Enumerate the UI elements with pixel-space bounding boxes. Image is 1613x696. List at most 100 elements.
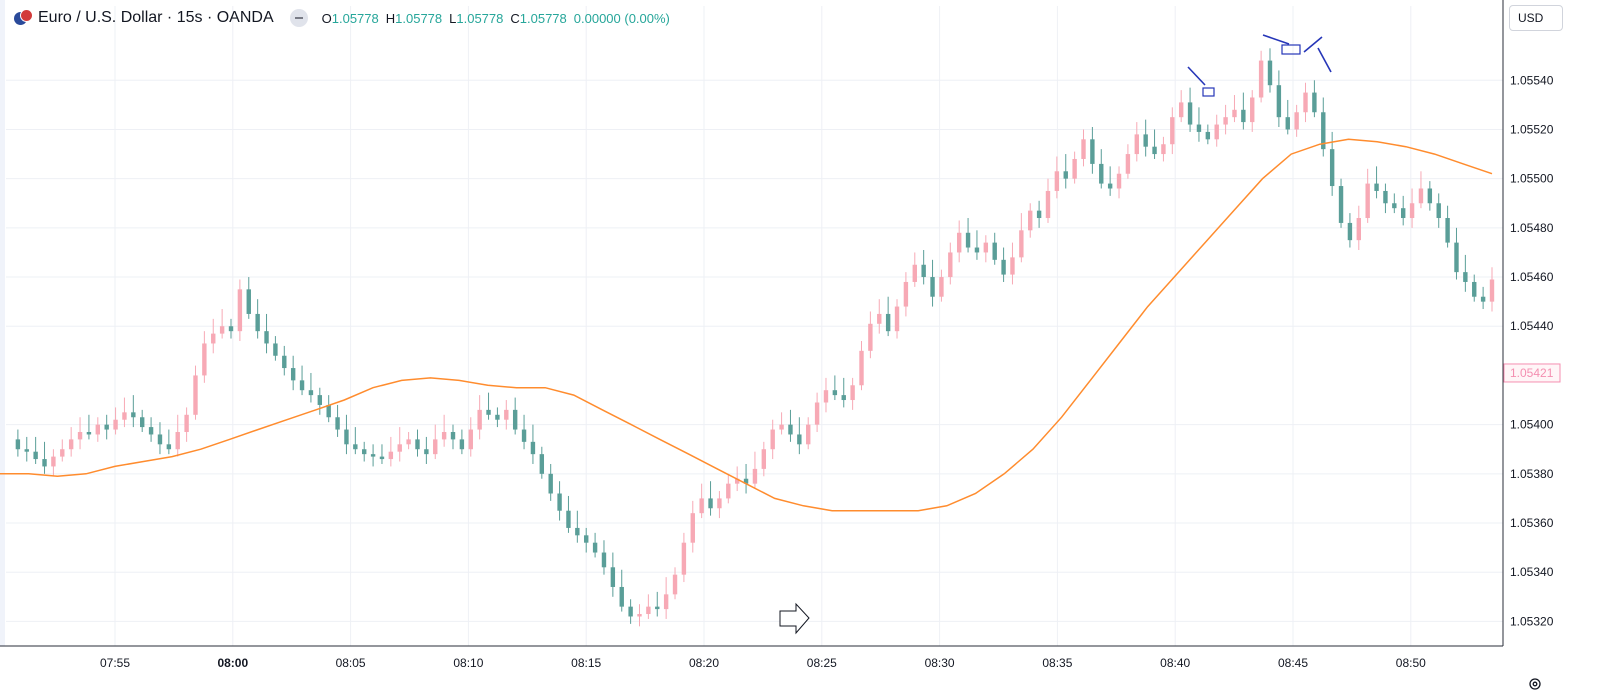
candle-body-up (1116, 173, 1122, 189)
candle-body-down (1347, 222, 1353, 241)
candle-body-down (1338, 186, 1344, 223)
time-axis-label: 08:00 (217, 656, 248, 670)
candle-body-up (859, 350, 864, 386)
candle-body-up (504, 409, 509, 420)
candle-body-up (175, 432, 180, 450)
price-axis-label: 1.05460 (1510, 270, 1554, 284)
symbol-legend: Euro / U.S. Dollar · 15s · OANDA O1.0577… (14, 7, 670, 29)
candle-body-up (1161, 144, 1166, 155)
annotation-pointer-line (1317, 47, 1332, 73)
candle-body-down (1001, 259, 1006, 275)
candle-body-up (717, 498, 722, 509)
candle-body-down (148, 427, 154, 435)
candle-body-down (264, 331, 269, 344)
hand-pointer-arrow-icon (779, 602, 810, 635)
candle-body-down (592, 542, 598, 553)
price-badge (1503, 363, 1561, 383)
candle-body-down (1392, 203, 1397, 209)
candle-body-down (486, 409, 491, 415)
time-axis-label: 08:40 (1160, 656, 1190, 670)
settings-gear-icon[interactable] (1528, 677, 1542, 691)
candle-body-up (202, 343, 207, 376)
candle-body-down (1143, 134, 1148, 147)
candle-body-up (956, 232, 962, 253)
price-axis-label: 1.05400 (1510, 418, 1554, 432)
candle-body-down (610, 567, 616, 587)
annotation-pointer-line (1303, 36, 1323, 53)
ohlc-open-key: O (321, 10, 332, 26)
candle-body-up (60, 449, 65, 457)
candle-body-up (823, 390, 829, 403)
candle-body-down (166, 444, 172, 450)
candle-body-down (965, 232, 971, 248)
candle-body-down (1374, 183, 1379, 191)
candle-body-down (299, 380, 305, 391)
candle-body-up (894, 306, 900, 332)
candle-body-down (1267, 60, 1273, 86)
candle-body-down (370, 454, 376, 457)
candle-body-up (1028, 210, 1033, 231)
candle-body-up (1081, 139, 1086, 159)
price-axis-label: 1.05500 (1510, 172, 1554, 186)
candle-body-up (388, 451, 394, 460)
candle-body-up (1258, 60, 1264, 98)
candle-body-down (15, 439, 21, 450)
ohlc-low-key: L (449, 10, 457, 26)
candle-body-down (1285, 117, 1290, 130)
ohlc-high-value: 1.05778 (395, 10, 443, 26)
candle-body-up (1223, 117, 1228, 125)
candle-body-up (1365, 183, 1370, 219)
time-axis-label: 08:15 (571, 656, 601, 670)
candle-body-down (1276, 85, 1282, 118)
candle-body-down (86, 432, 92, 435)
candle-body-down (1445, 218, 1450, 243)
candle-body-up (1134, 134, 1139, 155)
candle-body-down (335, 417, 340, 430)
candle-body-down (708, 498, 713, 509)
candle-body-up (95, 424, 101, 435)
price-axis-label: 1.05340 (1510, 565, 1554, 579)
candle-body-up (193, 375, 198, 415)
candle-body-up (1125, 154, 1131, 174)
candle-body-up (1303, 92, 1308, 113)
candle-body-down (1196, 124, 1202, 132)
candle-body-down (255, 313, 260, 332)
candle-body-up (1214, 124, 1219, 140)
candle-body-down (530, 441, 536, 455)
candle-body-down (619, 586, 624, 607)
candle-body-up (663, 594, 669, 610)
candle-body-down (1205, 131, 1211, 140)
ohlc-close-value: 1.05778 (519, 10, 567, 26)
candle-body-down (228, 326, 234, 332)
candle-body-down (832, 390, 838, 396)
ohlc-open-value: 1.05778 (331, 10, 379, 26)
candle-body-down (601, 552, 607, 568)
candle-body-down (362, 449, 367, 455)
candle-body-down (1090, 139, 1095, 164)
annotation-pointer-line (1187, 66, 1206, 86)
candle-body-down (1099, 163, 1104, 184)
candle-body-down (797, 434, 802, 445)
candle-body-up (1178, 102, 1184, 118)
collapse-legend-icon[interactable] (289, 9, 308, 27)
candle-body-down (548, 473, 553, 494)
currency-select[interactable]: USD (1509, 5, 1563, 31)
time-axis-label: 08:25 (807, 656, 837, 670)
ohlc-values: O1.05778 H1.05778 L1.05778 C1.05778 0.00… (322, 11, 670, 26)
candle-body-up (770, 429, 775, 450)
price-axis-label: 1.05320 (1510, 614, 1554, 628)
candle-body-down (575, 527, 580, 536)
candle-body-up (1072, 158, 1077, 179)
symbol-title[interactable]: Euro / U.S. Dollar · 15s · OANDA (38, 9, 274, 26)
candle-body-down (512, 409, 518, 430)
candle-body-up (68, 439, 74, 450)
candle-body-down (353, 444, 358, 450)
candle-body-up (1418, 188, 1424, 204)
candle-body-down (921, 264, 926, 278)
candle-body-up (637, 614, 642, 617)
candle-body-up (726, 483, 731, 499)
candle-body-down (290, 368, 296, 381)
candle-body-down (1107, 183, 1113, 189)
